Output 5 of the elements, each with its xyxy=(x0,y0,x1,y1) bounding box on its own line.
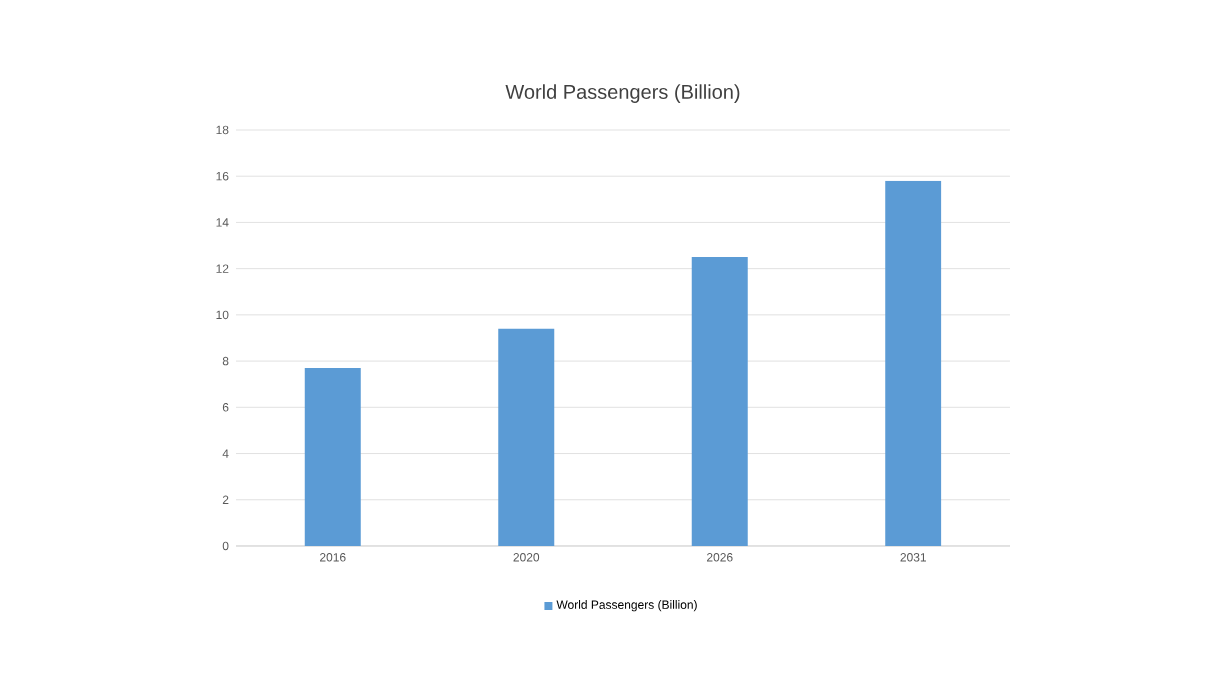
bar xyxy=(691,257,748,546)
chart-title: World Passengers (Billion) xyxy=(505,84,740,103)
bar xyxy=(498,328,555,546)
bar xyxy=(304,368,361,546)
bar xyxy=(885,180,942,546)
